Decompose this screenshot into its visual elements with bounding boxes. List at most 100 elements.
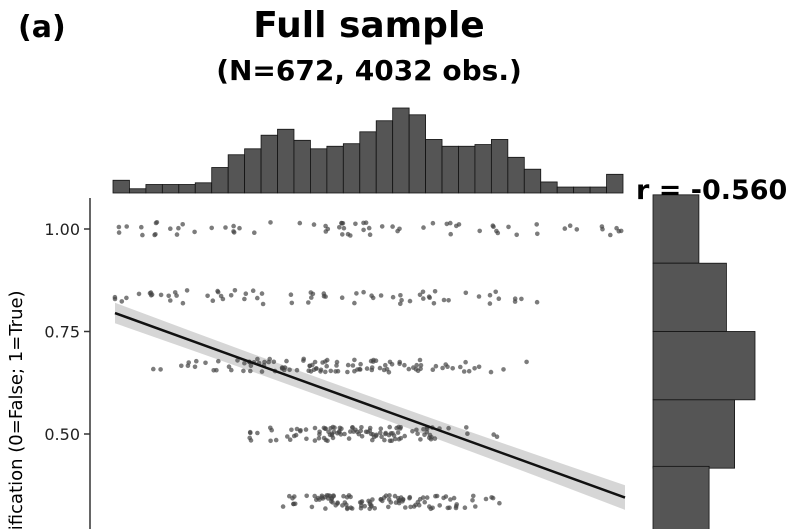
data-point	[304, 493, 310, 499]
data-point	[248, 368, 253, 374]
data-point	[352, 300, 357, 306]
top-histogram-bar	[375, 120, 394, 194]
data-point	[346, 436, 352, 441]
data-point	[298, 428, 303, 433]
data-point	[488, 369, 494, 375]
regression-line	[114, 311, 626, 499]
data-point	[362, 503, 368, 509]
data-point	[260, 301, 266, 307]
data-point	[344, 495, 350, 500]
right-marginal-histogram	[652, 194, 756, 529]
data-point	[268, 220, 273, 225]
data-point	[358, 361, 363, 367]
top-histogram-bar	[392, 107, 410, 194]
data-point	[124, 295, 129, 301]
data-point	[328, 426, 334, 431]
data-point	[535, 231, 540, 237]
data-point	[397, 361, 402, 367]
data-point	[448, 497, 453, 502]
data-point	[390, 431, 395, 436]
data-point	[370, 295, 376, 301]
top-histogram-bar	[260, 134, 278, 194]
scatter-plot-area: 0.50 0.75 1.00	[44, 198, 626, 529]
data-point	[287, 437, 293, 443]
data-point	[344, 506, 350, 512]
data-point	[427, 295, 433, 301]
data-point	[339, 220, 344, 226]
data-point	[358, 505, 364, 511]
data-point	[152, 232, 157, 238]
data-point	[600, 226, 605, 232]
data-point	[273, 437, 279, 443]
data-point	[402, 433, 408, 439]
data-point	[448, 220, 453, 226]
top-histogram-bar	[178, 184, 196, 194]
data-point	[444, 221, 450, 227]
data-point	[398, 301, 403, 307]
data-point	[403, 505, 408, 510]
top-histogram-bar	[458, 145, 476, 194]
data-point	[386, 504, 391, 510]
data-point	[379, 224, 385, 229]
top-histogram-bar	[227, 154, 246, 194]
data-point	[330, 500, 335, 505]
data-point	[294, 367, 300, 373]
data-point	[440, 365, 445, 371]
data-point	[443, 494, 449, 499]
data-point	[205, 293, 210, 299]
data-point	[471, 493, 476, 499]
data-point	[424, 495, 430, 500]
data-point	[116, 224, 122, 230]
data-point	[445, 364, 450, 370]
data-point	[334, 363, 339, 368]
data-point	[372, 506, 378, 511]
data-point	[259, 291, 265, 296]
data-point	[340, 232, 345, 237]
data-point	[456, 222, 462, 227]
data-point	[389, 438, 395, 444]
data-point	[354, 291, 359, 296]
data-point	[352, 357, 357, 363]
data-point	[418, 437, 423, 442]
data-point	[491, 432, 497, 437]
data-point	[400, 499, 405, 504]
data-point	[448, 231, 454, 237]
data-point	[366, 225, 372, 231]
data-point	[441, 297, 447, 303]
data-point	[228, 293, 234, 298]
data-point	[306, 368, 312, 374]
data-point	[421, 426, 426, 432]
data-point	[534, 299, 540, 305]
data-point	[524, 359, 529, 365]
data-point	[285, 434, 290, 439]
y-axis-label: sification (0=False; 1=True)	[6, 290, 27, 529]
data-point	[390, 294, 396, 300]
data-point	[259, 369, 265, 374]
data-point	[214, 367, 219, 373]
top-histogram-bar	[194, 182, 213, 194]
data-point	[148, 293, 154, 298]
data-point	[322, 494, 328, 500]
data-point	[318, 369, 323, 374]
right-histogram-bar	[652, 194, 700, 264]
data-point	[323, 369, 328, 375]
data-point	[353, 427, 358, 433]
chart-subtitle: (N=672, 4032 obs.)	[216, 54, 522, 87]
data-point	[341, 225, 347, 231]
data-point	[465, 431, 470, 437]
data-point	[179, 363, 184, 369]
data-point	[255, 356, 260, 362]
data-point	[432, 289, 438, 294]
data-point	[451, 495, 457, 501]
top-histogram-bar	[540, 181, 558, 194]
top-histogram-bar	[161, 184, 180, 194]
data-point	[381, 367, 387, 373]
top-marginal-histogram	[112, 107, 624, 194]
data-point	[312, 359, 318, 365]
data-point	[463, 290, 469, 296]
data-point	[428, 436, 434, 442]
top-histogram-bar	[474, 144, 492, 194]
data-point	[320, 360, 325, 365]
data-point	[140, 232, 145, 238]
data-point	[431, 301, 437, 306]
